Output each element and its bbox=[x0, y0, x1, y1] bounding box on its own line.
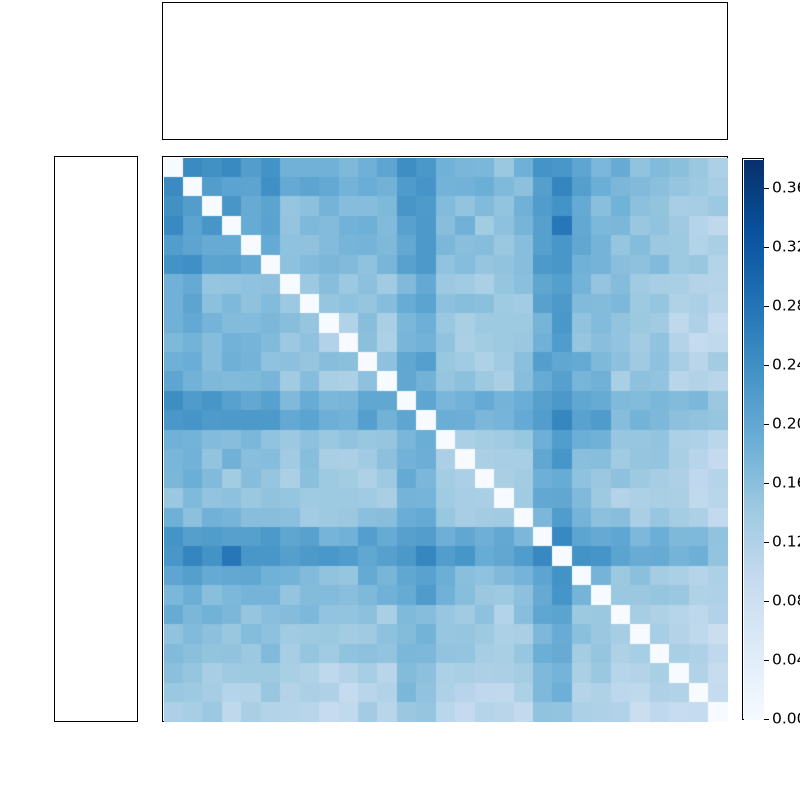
colorbar-tick-label: 0.04 bbox=[772, 650, 800, 669]
colorbar-tick bbox=[764, 306, 769, 308]
colorbar-tick-label: 0.36 bbox=[772, 178, 800, 197]
colorbar-tick-label: 0.20 bbox=[772, 414, 800, 433]
colorbar-tick-label: 0.00 bbox=[772, 709, 800, 728]
colorbar-tick bbox=[764, 247, 769, 249]
heatmap-panel bbox=[162, 156, 728, 722]
colorbar-tick-label: 0.12 bbox=[772, 532, 800, 551]
colorbar-tick bbox=[764, 542, 769, 544]
colorbar-tick bbox=[764, 188, 769, 190]
column-dendrogram-panel bbox=[162, 2, 728, 140]
colorbar-gradient bbox=[744, 160, 764, 720]
colorbar-tick-label: 0.32 bbox=[772, 237, 800, 256]
column-dendrogram-axis-labels bbox=[120, 2, 158, 140]
row-dendrogram-panel bbox=[54, 156, 138, 722]
colorbar-tick-label: 0.24 bbox=[772, 355, 800, 374]
heatmap-matrix bbox=[164, 158, 728, 722]
colorbar-tick bbox=[764, 660, 769, 662]
colorbar-tick-label: 0.08 bbox=[772, 591, 800, 610]
colorbar-tick bbox=[764, 365, 769, 367]
colorbar-tick bbox=[764, 424, 769, 426]
colorbar-tick bbox=[764, 483, 769, 485]
column-dendrogram-svg bbox=[163, 3, 727, 139]
colorbar-tick bbox=[764, 719, 769, 720]
colorbar-panel bbox=[742, 158, 764, 720]
colorbar-tick-label: 0.28 bbox=[772, 296, 800, 315]
colorbar-tick-label: 0.16 bbox=[772, 473, 800, 492]
colorbar-tick bbox=[764, 601, 769, 603]
